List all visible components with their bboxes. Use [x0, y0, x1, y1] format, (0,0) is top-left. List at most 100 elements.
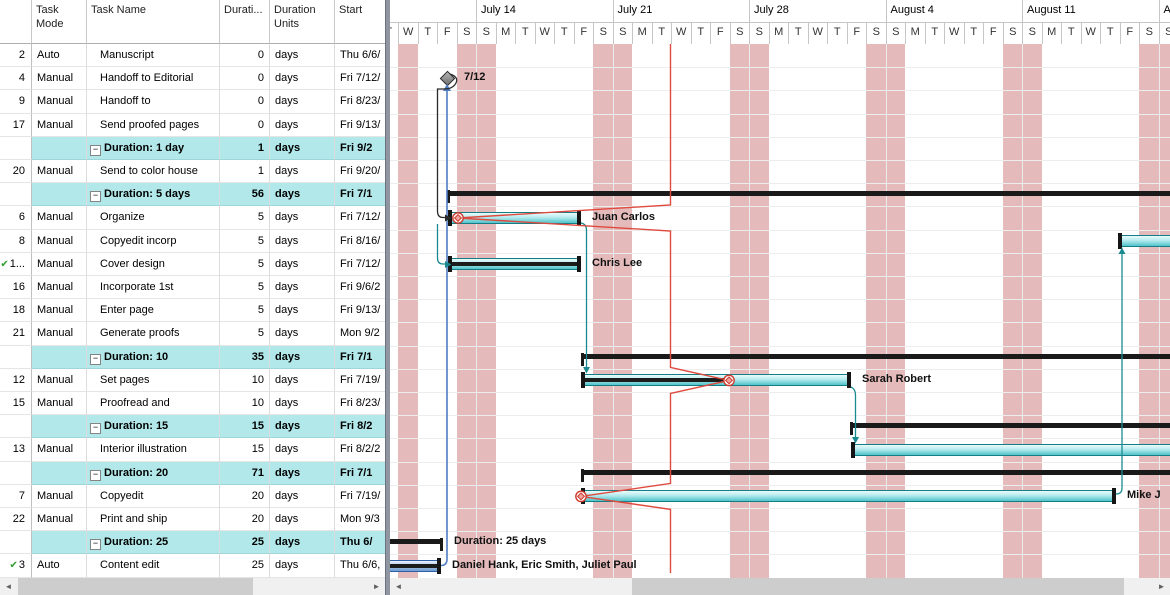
cell-task-name[interactable]: Copyedit incorp	[87, 229, 220, 253]
cell-duration[interactable]: 20	[220, 484, 270, 508]
scroll-right-icon[interactable]: ►	[368, 578, 385, 595]
cell-duration[interactable]: 0	[220, 90, 270, 114]
cell-duration-units[interactable]: days	[270, 160, 335, 184]
day-header-cell[interactable]: F	[573, 23, 593, 44]
week-header-cell[interactable]: July 28	[749, 0, 886, 22]
table-row[interactable]: 7 Manual Copyedit 20 days Fri 7/19/	[0, 484, 385, 508]
table-h-scrollbar[interactable]: ◄ ►	[0, 578, 385, 595]
cell-duration[interactable]: 1	[220, 136, 270, 160]
cell-id[interactable]	[0, 183, 32, 207]
table-row[interactable]: ✔1... Manual Cover design 5 days Fri 7/12/	[0, 252, 385, 276]
cell-duration[interactable]: 5	[220, 252, 270, 276]
cell-duration[interactable]: 25	[220, 531, 270, 555]
cell-task-mode[interactable]: Auto	[32, 44, 87, 68]
cell-id[interactable]: 12	[0, 368, 32, 392]
cell-start[interactable]: Thu 6/	[335, 531, 385, 555]
cell-start[interactable]: Fri 7/1	[335, 345, 385, 369]
milestone-diamond[interactable]	[439, 71, 455, 87]
cell-duration-units[interactable]: days	[270, 322, 335, 346]
cell-id[interactable]: 2	[0, 44, 32, 68]
cell-id[interactable]: 22	[0, 508, 32, 532]
day-header-cell[interactable]: S	[1158, 23, 1170, 44]
table-row[interactable]: 16 Manual Incorporate 1st 5 days Fri 9/6/2	[0, 276, 385, 300]
table-row[interactable]: 20 Manual Send to color house 1 days Fri 9/20…	[0, 160, 385, 184]
table-row[interactable]: 18 Manual Enter page 5 days Fri 9/13/	[0, 299, 385, 323]
cell-start[interactable]: Fri 7/1	[335, 183, 385, 207]
day-header-cell[interactable]: S	[1022, 23, 1042, 44]
cell-duration[interactable]: 0	[220, 44, 270, 68]
week-header-cell[interactable]: August 11	[1022, 0, 1159, 22]
day-header-cell[interactable]: M	[495, 23, 515, 44]
table-row[interactable]: 2 Auto Manuscript 0 days Thu 6/6/	[0, 44, 385, 68]
day-header-cell[interactable]: W	[807, 23, 827, 44]
cell-duration-units[interactable]: days	[270, 392, 335, 416]
cell-id[interactable]	[0, 461, 32, 485]
day-header-cell[interactable]: T	[924, 23, 944, 44]
cell-duration[interactable]: 15	[220, 438, 270, 462]
cell-duration[interactable]: 35	[220, 345, 270, 369]
cell-start[interactable]: Fri 8/16/	[335, 229, 385, 253]
cell-duration[interactable]: 56	[220, 183, 270, 207]
collapse-icon[interactable]: −	[90, 353, 101, 365]
table-row[interactable]: 6 Manual Organize 5 days Fri 7/12/	[0, 206, 385, 230]
cell-task-name[interactable]: Cover design	[87, 252, 220, 276]
column-header-duration-units[interactable]: Duration Units	[270, 0, 335, 44]
day-header-cell[interactable]: S	[885, 23, 905, 44]
cell-duration[interactable]: 5	[220, 206, 270, 230]
cell-task-name[interactable]: Manuscript	[87, 44, 220, 68]
cell-duration[interactable]: 10	[220, 368, 270, 392]
cell-task-mode[interactable]	[32, 461, 87, 485]
cell-start[interactable]: Thu 6/6,	[335, 554, 385, 578]
column-header-id[interactable]	[0, 0, 32, 44]
cell-task-name[interactable]: − Duration: 5 days	[87, 183, 220, 207]
cell-start[interactable]: Fri 7/19/	[335, 484, 385, 508]
gantt-h-scrollbar[interactable]: ◄ ►	[390, 578, 1170, 595]
day-header-cell[interactable]: S	[476, 23, 496, 44]
cell-task-mode[interactable]: Manual	[32, 252, 87, 276]
day-header-cell[interactable]: S	[749, 23, 769, 44]
cell-duration-units[interactable]: days	[270, 345, 335, 369]
column-header-start[interactable]: Start	[335, 0, 385, 44]
cell-id[interactable]: 7	[0, 484, 32, 508]
day-header-cell[interactable]: T	[417, 23, 437, 44]
summary-bar[interactable]	[447, 191, 1170, 197]
cell-duration-units[interactable]: days	[270, 438, 335, 462]
cell-task-mode[interactable]: Manual	[32, 392, 87, 416]
cell-task-mode[interactable]: Manual	[32, 206, 87, 230]
table-row[interactable]: 22 Manual Print and ship 20 days Mon 9/3	[0, 508, 385, 532]
table-row[interactable]: 8 Manual Copyedit incorp 5 days Fri 8/16/	[0, 229, 385, 253]
cell-duration-units[interactable]: days	[270, 484, 335, 508]
table-row[interactable]: − Duration: 25 25 days Thu 6/	[0, 531, 385, 555]
table-row[interactable]: ✔3 Auto Content edit 25 days Thu 6/6,	[0, 554, 385, 578]
day-header-cell[interactable]: S	[866, 23, 886, 44]
cell-duration-units[interactable]: days	[270, 508, 335, 532]
cell-id[interactable]: ✔3	[0, 554, 32, 578]
cell-task-mode[interactable]: Manual	[32, 368, 87, 392]
cell-task-mode[interactable]: Manual	[32, 276, 87, 300]
cell-duration[interactable]: 25	[220, 554, 270, 578]
day-header-cell[interactable]: F	[710, 23, 730, 44]
day-header-cell[interactable]: F	[1119, 23, 1139, 44]
cell-task-mode[interactable]: Manual	[32, 160, 87, 184]
day-header-cell[interactable]: M	[905, 23, 925, 44]
day-header-cell[interactable]: S	[1002, 23, 1022, 44]
day-header-cell[interactable]: T	[963, 23, 983, 44]
cell-task-name[interactable]: Content edit	[87, 554, 220, 578]
cell-duration-units[interactable]: days	[270, 415, 335, 439]
cell-start[interactable]: Fri 9/13/	[335, 113, 385, 137]
task-bar[interactable]	[1118, 233, 1170, 250]
cell-task-name[interactable]: Copyedit	[87, 484, 220, 508]
cell-task-name[interactable]: − Duration: 15	[87, 415, 220, 439]
cell-start[interactable]: Fri 7/12/	[335, 67, 385, 91]
day-header-cell[interactable]: F	[846, 23, 866, 44]
task-bar[interactable]	[448, 210, 581, 226]
cell-id[interactable]	[0, 136, 32, 160]
cell-duration[interactable]: 5	[220, 276, 270, 300]
table-row[interactable]: 15 Manual Proofread and 10 days Fri 8/23/	[0, 392, 385, 416]
cell-task-name[interactable]: Interior illustration	[87, 438, 220, 462]
day-header-cell[interactable]: T	[827, 23, 847, 44]
column-header-task-mode[interactable]: Task Mode	[32, 0, 87, 44]
table-row[interactable]: − Duration: 15 15 days Fri 8/2	[0, 415, 385, 439]
cell-duration-units[interactable]: days	[270, 531, 335, 555]
cell-duration[interactable]: 10	[220, 392, 270, 416]
